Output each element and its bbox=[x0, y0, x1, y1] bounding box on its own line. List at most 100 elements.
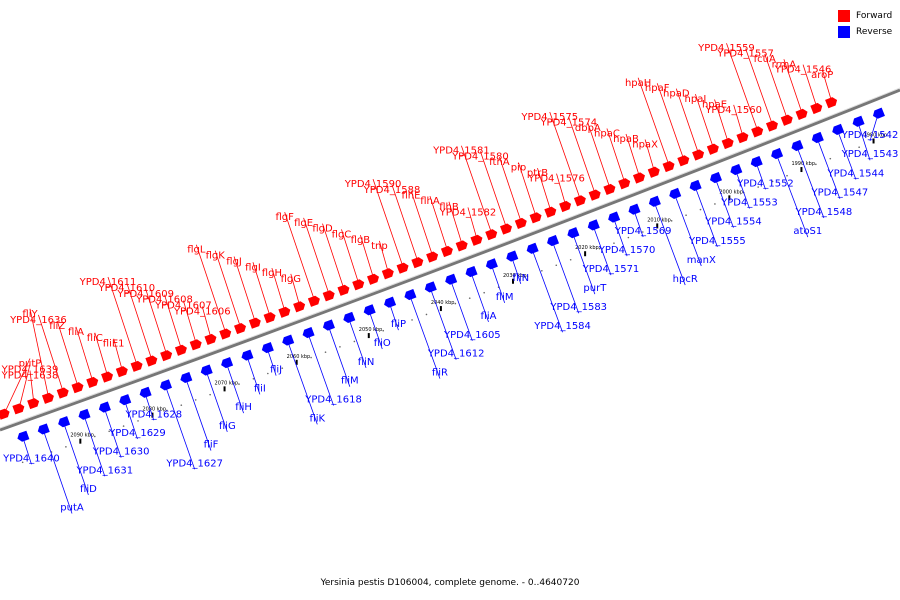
gene-f-YPD4_1588[interactable] bbox=[411, 257, 424, 269]
gene-r-fliH[interactable] bbox=[220, 357, 234, 369]
gene-f-YPD4_1608[interactable] bbox=[174, 344, 188, 356]
gene-arrow[interactable] bbox=[241, 349, 254, 361]
gene-arrow[interactable] bbox=[115, 366, 128, 378]
gene-arrow[interactable] bbox=[485, 229, 498, 241]
gene-arrow[interactable] bbox=[505, 250, 519, 262]
gene-f-hpaC[interactable] bbox=[618, 178, 631, 190]
gene-arrow[interactable] bbox=[293, 301, 306, 313]
gene-r-YPD4_1628[interactable] bbox=[139, 386, 152, 398]
gene-r-YPD4_1583[interactable] bbox=[546, 234, 560, 247]
gene-r-YPD4_1618[interactable] bbox=[302, 326, 315, 339]
gene-arrow[interactable] bbox=[825, 97, 838, 109]
gene-arrow[interactable] bbox=[86, 376, 99, 388]
gene-r-fliM[interactable] bbox=[322, 319, 335, 331]
gene-f-flgF[interactable] bbox=[307, 295, 321, 307]
gene-f-rrmA[interactable] bbox=[795, 108, 808, 121]
gene-arrow[interactable] bbox=[367, 273, 380, 285]
gene-arrow[interactable] bbox=[411, 257, 424, 269]
gene-r-YPD4_1569[interactable] bbox=[628, 203, 641, 215]
gene-arrow[interactable] bbox=[160, 350, 173, 362]
gene-f-flgK[interactable] bbox=[234, 323, 247, 335]
gene-f-aroP[interactable] bbox=[825, 97, 838, 109]
gene-arrow[interactable] bbox=[648, 195, 661, 207]
gene-arrow[interactable] bbox=[352, 279, 365, 291]
gene-r-fliA[interactable] bbox=[465, 265, 478, 278]
gene-arrow[interactable] bbox=[588, 189, 601, 201]
gene-r-YPD4_1570[interactable] bbox=[607, 211, 621, 223]
gene-r-fliG[interactable] bbox=[200, 364, 213, 376]
gene-f-YPD4_1575[interactable] bbox=[573, 195, 587, 207]
gene-r-fliN[interactable] bbox=[505, 250, 519, 262]
gene-r-fliI[interactable] bbox=[241, 349, 254, 361]
gene-arrow[interactable] bbox=[709, 171, 722, 184]
gene-f-flgL[interactable] bbox=[219, 328, 232, 340]
gene-arrow[interactable] bbox=[118, 394, 132, 406]
gene-arrow[interactable] bbox=[514, 217, 527, 230]
gene-arrow[interactable] bbox=[544, 206, 557, 218]
gene-arrow[interactable] bbox=[444, 273, 458, 285]
gene-f-YPD4_1639[interactable] bbox=[12, 403, 25, 415]
gene-arrow[interactable] bbox=[101, 371, 114, 383]
gene-f-flgI[interactable] bbox=[263, 312, 276, 324]
gene-arrow[interactable] bbox=[692, 149, 705, 161]
gene-arrow[interactable] bbox=[12, 403, 25, 415]
gene-arrow[interactable] bbox=[200, 364, 213, 376]
gene-arrow[interactable] bbox=[668, 187, 682, 199]
gene-f-fliA[interactable] bbox=[86, 376, 99, 388]
gene-f-YPD4_1610[interactable] bbox=[145, 355, 158, 367]
gene-r-putA[interactable] bbox=[37, 423, 50, 435]
gene-f-fcuA[interactable] bbox=[780, 114, 793, 126]
gene-arrow[interactable] bbox=[174, 344, 188, 356]
gene-arrow[interactable] bbox=[465, 265, 478, 278]
gene-f-hpaD[interactable] bbox=[692, 149, 705, 161]
gene-r-YPD4_1629[interactable] bbox=[118, 394, 132, 406]
gene-arrow[interactable] bbox=[603, 183, 616, 196]
gene-f-flgB[interactable] bbox=[367, 273, 380, 285]
gene-arrow[interactable] bbox=[751, 126, 764, 138]
gene-r-purT[interactable] bbox=[567, 227, 580, 239]
gene-f-YPD4_1559[interactable] bbox=[751, 126, 764, 138]
gene-f-flgC[interactable] bbox=[352, 279, 365, 291]
gene-f-YPD4_1606[interactable] bbox=[204, 333, 217, 346]
gene-arrow[interactable] bbox=[750, 155, 763, 168]
gene-f-flgH[interactable] bbox=[278, 306, 291, 318]
gene-r-fliN[interactable] bbox=[343, 311, 356, 323]
gene-arrow[interactable] bbox=[455, 240, 468, 252]
gene-r-YPD4_1640[interactable] bbox=[17, 430, 30, 442]
gene-r-fliO[interactable] bbox=[363, 304, 376, 316]
gene-arrow[interactable] bbox=[78, 408, 91, 420]
gene-r-YPD4_1544[interactable] bbox=[831, 123, 845, 135]
gene-arrow[interactable] bbox=[470, 234, 483, 246]
gene-arrow[interactable] bbox=[383, 296, 397, 308]
gene-arrow[interactable] bbox=[261, 342, 274, 354]
gene-r-YPD4_1630[interactable] bbox=[98, 401, 111, 413]
gene-arrow[interactable] bbox=[404, 288, 417, 301]
gene-r-YPD4_1542[interactable] bbox=[872, 107, 885, 119]
gene-f-ftnA[interactable] bbox=[514, 217, 527, 230]
gene-f-hpaB[interactable] bbox=[632, 172, 646, 184]
gene-f-YPD4_1581[interactable] bbox=[485, 229, 498, 241]
gene-arrow[interactable] bbox=[526, 242, 539, 254]
gene-r-YPD4_1552[interactable] bbox=[750, 155, 763, 168]
gene-arrow[interactable] bbox=[17, 430, 30, 442]
gene-arrow[interactable] bbox=[677, 155, 690, 167]
gene-arrow[interactable] bbox=[220, 357, 234, 369]
gene-arrow[interactable] bbox=[302, 326, 315, 339]
gene-f-tnp[interactable] bbox=[381, 268, 394, 280]
gene-r-YPD4_1554[interactable] bbox=[709, 171, 722, 184]
gene-f-flgD[interactable] bbox=[337, 284, 350, 296]
gene-arrow[interactable] bbox=[263, 312, 276, 324]
gene-arrow[interactable] bbox=[810, 102, 823, 115]
gene-f-YPD4_1580[interactable] bbox=[499, 223, 513, 235]
gene-arrow[interactable] bbox=[647, 166, 660, 178]
gene-f-YPD4_1546[interactable] bbox=[810, 102, 823, 115]
gene-arrow[interactable] bbox=[130, 360, 143, 372]
gene-f-flhE[interactable] bbox=[426, 251, 439, 263]
gene-r-YPD4_1543[interactable] bbox=[852, 115, 865, 127]
gene-arrow[interactable] bbox=[180, 371, 193, 384]
gene-arrow[interactable] bbox=[632, 172, 646, 184]
gene-arrow[interactable] bbox=[780, 114, 793, 126]
gene-f-hpaF[interactable] bbox=[677, 155, 690, 167]
gene-r-YPD4_1571[interactable] bbox=[587, 219, 600, 231]
gene-f-hpaE[interactable] bbox=[721, 137, 734, 150]
